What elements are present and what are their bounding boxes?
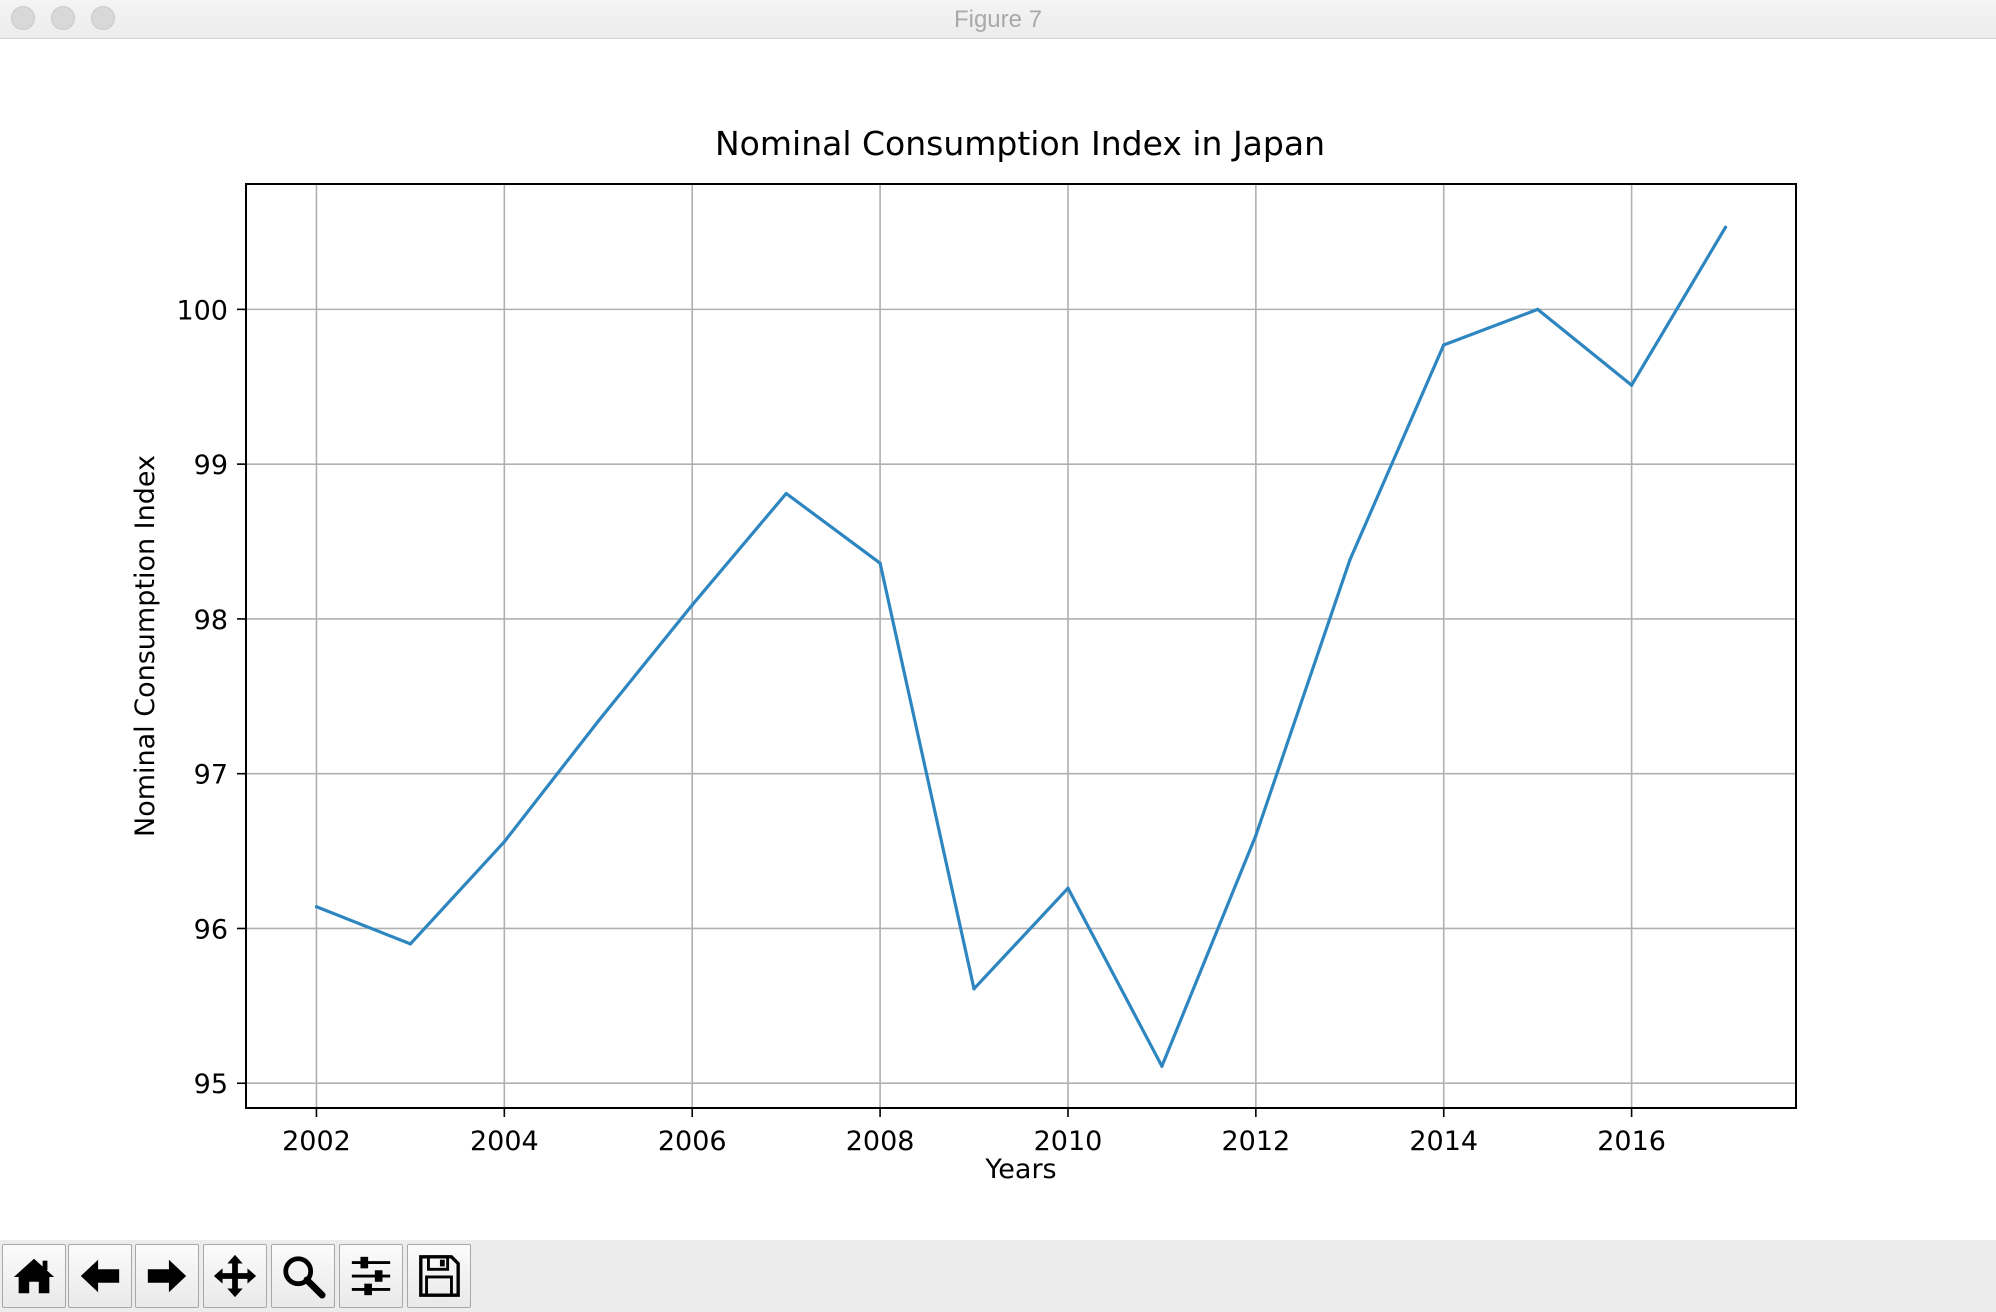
- data-point: [972, 987, 976, 991]
- x-tick-label: 2016: [1597, 1126, 1666, 1157]
- zoom-button[interactable]: [271, 1244, 335, 1308]
- data-point: [1630, 383, 1634, 387]
- floppy-disk-icon: [419, 1255, 460, 1297]
- data-point: [1348, 558, 1352, 562]
- series-line: [314, 225, 1728, 1068]
- back-button[interactable]: [68, 1244, 132, 1308]
- y-tick-label: 99: [194, 450, 228, 481]
- x-tick-label: 2006: [658, 1126, 727, 1157]
- window-close-button[interactable]: [11, 6, 35, 30]
- data-point: [878, 561, 882, 565]
- move-icon: [213, 1254, 257, 1298]
- data-point: [1066, 886, 1070, 890]
- x-tick-label: 2008: [846, 1126, 915, 1157]
- x-axis-label: Years: [984, 1154, 1056, 1185]
- save-button[interactable]: [407, 1244, 471, 1308]
- line-chart: Nominal Consumption Index in Japan 2002 2…: [130, 124, 1797, 1185]
- x-tick-label: 2010: [1034, 1126, 1103, 1157]
- x-tick-label: 2012: [1221, 1126, 1290, 1157]
- data-point: [408, 942, 412, 946]
- pan-button[interactable]: [203, 1244, 267, 1308]
- grid-lines: [246, 184, 1796, 1108]
- title-bar: Figure 7: [0, 0, 1996, 39]
- window-minimize-button[interactable]: [51, 6, 75, 30]
- data-point: [690, 603, 694, 607]
- window-zoom-button[interactable]: [91, 6, 115, 30]
- home-button[interactable]: [2, 1244, 66, 1308]
- navigation-toolbar: [0, 1240, 1996, 1312]
- magnifier-icon: [283, 1256, 326, 1299]
- y-tick-label: 96: [194, 914, 228, 945]
- data-point: [1160, 1064, 1164, 1068]
- configure-subplots-button[interactable]: [339, 1244, 403, 1308]
- data-point: [784, 491, 788, 496]
- window-title: Figure 7: [953, 6, 1043, 33]
- y-tick-label: 100: [176, 295, 228, 326]
- series-layer: [314, 225, 1728, 1068]
- data-point: [596, 719, 600, 723]
- data-point: [314, 905, 319, 909]
- data-point: [1536, 307, 1540, 311]
- x-tick-label: 2014: [1409, 1126, 1478, 1157]
- x-tick-label: 2004: [470, 1126, 539, 1157]
- y-tick-label: 98: [194, 605, 228, 636]
- y-tick-label: 95: [194, 1069, 228, 1100]
- x-tick-label: 2002: [282, 1126, 351, 1157]
- chart-title: Nominal Consumption Index in Japan: [715, 124, 1325, 163]
- data-point: [502, 840, 506, 844]
- arrow-right-icon: [147, 1259, 187, 1293]
- figure-canvas: Nominal Consumption Index in Japan 2002 2…: [0, 40, 1996, 1240]
- data-point: [1723, 225, 1728, 229]
- data-point: [1442, 343, 1446, 347]
- data-point: [1254, 833, 1258, 838]
- arrow-left-icon: [80, 1259, 120, 1293]
- forward-button[interactable]: [135, 1244, 199, 1308]
- sliders-icon: [351, 1256, 391, 1296]
- y-axis-label: Nominal Consumption Index: [130, 455, 161, 837]
- tick-layer: 2002 2004 2006 2008 2010 2012 2014 2016 95 96 97 98…: [176, 295, 1666, 1157]
- home-icon: [13, 1258, 55, 1294]
- y-tick-label: 97: [194, 760, 228, 791]
- plot-frame: [245, 183, 1797, 1109]
